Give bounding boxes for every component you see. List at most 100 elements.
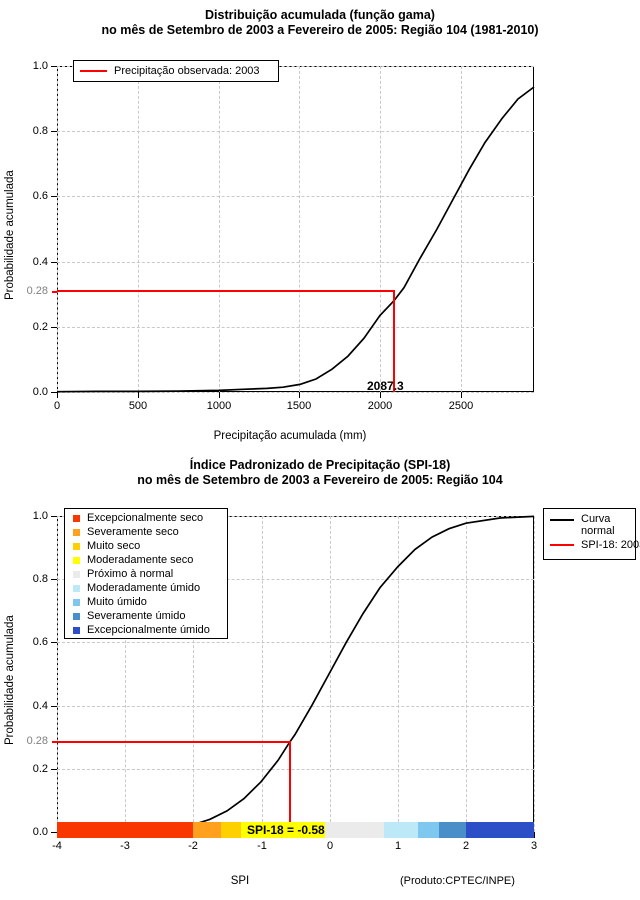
legend-item-severamente-umido: Severamente úmido — [65, 609, 227, 623]
panel1-xtick-0 — [57, 392, 58, 398]
panel2-gridline-y-0.2 — [57, 769, 534, 770]
panel2-gridline-y-1.0 — [57, 516, 534, 517]
panel1-gridline-x-2000 — [380, 66, 381, 392]
panel1-title-line1: Distribuição acumulada (função gama) — [205, 8, 435, 22]
legend-label-line2: normal — [581, 525, 615, 537]
panel2-ytick-0.2 — [51, 769, 57, 770]
panel1-xtick-1000 — [219, 392, 220, 398]
panel2-ylabel-marker: 0.28 — [26, 735, 48, 747]
product-credit: (Produto:CPTEC/INPE) — [400, 875, 515, 887]
panel2-gridline-y-0.4 — [57, 706, 534, 707]
panel1-gridline-x-1000 — [219, 66, 220, 392]
panel2-xlabel-1: -3 — [120, 840, 130, 852]
legend-label: Excepcionalmente úmido — [87, 624, 210, 636]
spi-value-annotation: SPI-18 = -0.58 — [247, 822, 325, 838]
colorbar-band-excepcionalmente-seco — [57, 822, 194, 838]
legend-label-line1: Curva — [581, 513, 611, 525]
legend-item-muito-seco: Muito seco — [65, 539, 227, 553]
panel1-title-line2: no mês de Setembro de 2003 a Fevereiro d… — [101, 23, 539, 37]
panel1-xlabel-4: 2000 — [367, 400, 393, 412]
panel1-xlabel-1: 500 — [128, 400, 148, 412]
panel1-ytick-0.2 — [51, 327, 57, 328]
panel1-gridline-y-1.0 — [57, 66, 534, 67]
panel2-ylabel-0: 0.0 — [32, 826, 48, 838]
panel2-gridline-y-0.6 — [57, 642, 534, 643]
panel1-xlabel-2: 1000 — [206, 400, 232, 412]
panel2-ylabel-5: 1.0 — [32, 510, 48, 522]
panel2-ytick-0.6 — [51, 642, 57, 643]
legend-item-excepcionalmente-umido: Excepcionalmente úmido — [65, 623, 227, 637]
panel1-ylabel-3: 0.6 — [32, 190, 48, 202]
legend-label: Moderadamente seco — [87, 554, 194, 566]
legend-item-moderadamente-seco: Moderadamente seco — [65, 553, 227, 567]
panel2-gridline-y-0.8 — [57, 579, 534, 580]
panel2-ylabel-2: 0.4 — [32, 700, 48, 712]
panel1-marker-xvalue: 2087.3 — [367, 379, 404, 393]
panel1-ytick-0.6 — [51, 196, 57, 197]
panel1-gridline-x-1500 — [299, 66, 300, 392]
panel1-legend-row: Precipitação observada: 2003 — [74, 61, 278, 81]
panel1-gridline-x-500 — [138, 66, 139, 392]
panel2-gridline-x--4 — [57, 516, 58, 832]
panel1-yaxis-title: Probabilidade acumulada — [4, 170, 16, 300]
panel2-ylabel-4: 0.8 — [32, 573, 48, 585]
panel1-gamma-curve — [56, 86, 535, 393]
panel1-ylabel-0: 0.0 — [32, 386, 48, 398]
panel2-ytick-0.4 — [51, 706, 57, 707]
panel2-marker-hline — [57, 741, 291, 743]
panel2-gridline-x--3 — [125, 516, 126, 832]
colorbar-band-muito-seco — [220, 822, 241, 838]
panel1-xaxis-title: Precipitação acumulada (mm) — [213, 430, 367, 442]
spi-category-legend: Excepcionalmente seco Severamente seco M… — [64, 508, 228, 639]
panel1-ytick-marker — [52, 291, 57, 293]
legend-item-moderadamente-umido: Moderadamente úmido — [65, 581, 227, 595]
panel2-xlabel-4: 0 — [326, 840, 334, 852]
panel1-xtick-2500 — [461, 392, 462, 398]
panel1-gridline-y-0.4 — [57, 262, 534, 263]
legend-label: Severamente úmido — [87, 610, 186, 622]
panel2-ylabel-3: 0.6 — [32, 636, 48, 648]
panel2-ytick-0.8 — [51, 579, 57, 580]
colorbar-band-moderadamente-umido — [384, 822, 419, 838]
panel1-ylabel-4: 0.8 — [32, 125, 48, 137]
square-swatch-icon — [73, 626, 80, 634]
panel2-gridline-x--2 — [193, 516, 194, 832]
square-swatch-icon — [73, 584, 80, 592]
panel1-legend-label: Precipitação observada: 2003 — [114, 65, 260, 77]
panel1-xlabel-3: 1500 — [286, 400, 312, 412]
panel1-gridline-y-0.2 — [57, 327, 534, 328]
panel1-ytick-0.4 — [51, 262, 57, 263]
panel1-legend: Precipitação observada: 2003 — [73, 60, 279, 82]
precipitation-line-swatch — [80, 70, 107, 72]
square-swatch-icon — [73, 528, 80, 536]
legend-item-severamente-seco: Severamente seco — [65, 525, 227, 539]
panel2-yaxis-title: Probabilidade acumulada — [4, 615, 16, 745]
legend-label: Próximo à normal — [87, 568, 174, 580]
panel2-xtick-3 — [534, 832, 535, 838]
legend-label: Muito seco — [87, 540, 141, 552]
panel1-xtick-500 — [138, 392, 139, 398]
colorbar-band-severamente-umido — [438, 822, 466, 838]
panel1-gridline-y-0.0 — [57, 392, 534, 393]
spi-line-swatch — [550, 544, 574, 546]
panel2-xlabel-2: -2 — [188, 840, 198, 852]
panel1-gridline-y-0.6 — [57, 196, 534, 197]
panel2-xlabel-0: -4 — [52, 840, 62, 852]
panel1-gridline-x-2500 — [461, 66, 462, 392]
panel1-gridline-y-0.8 — [57, 131, 534, 132]
panel2-marker-vline — [289, 741, 291, 832]
panel2-gridline-x--1 — [262, 516, 263, 832]
panel2-ytick-1.0 — [51, 516, 57, 517]
panel2-gridline-x-2 — [466, 516, 467, 832]
panel1-xlabel-0: 0 — [53, 400, 61, 412]
square-swatch-icon — [73, 542, 80, 550]
panel2-ytick-0.0 — [51, 832, 57, 833]
panel2-xlabel-7: 3 — [530, 840, 538, 852]
legend-item-muito-umido: Muito úmido — [65, 595, 227, 609]
spi-distribution-chart: Índice Padronizado de Precipitação (SPI-… — [0, 450, 640, 900]
square-swatch-icon — [73, 556, 80, 564]
legend-label-spi: SPI-18: 2003 — [581, 539, 640, 551]
panel1-xtick-2000 — [380, 392, 381, 398]
panel2-gridline-x-1 — [398, 516, 399, 832]
legend-item-proximo-a-normal: Próximo à normal — [65, 567, 227, 581]
